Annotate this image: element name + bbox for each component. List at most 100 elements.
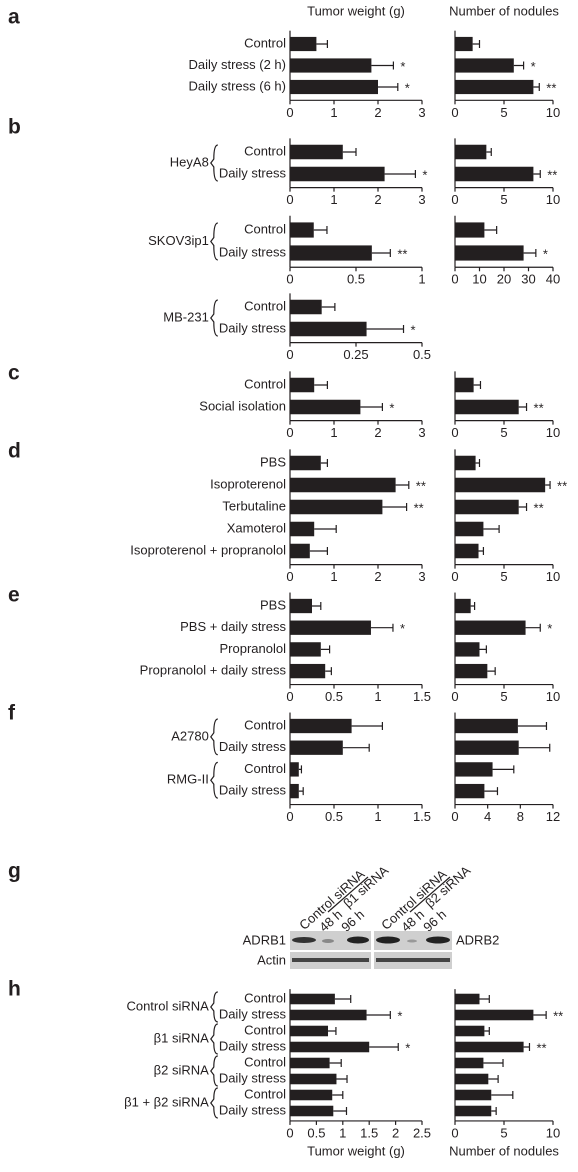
group-label: HeyA8 [170, 154, 209, 169]
bar [290, 37, 316, 51]
significance: ** [534, 500, 544, 515]
significance: ** [557, 478, 567, 493]
significance: * [547, 621, 552, 636]
category-label: Daily stress [219, 739, 287, 754]
bar [290, 762, 299, 776]
error-bar [314, 226, 327, 234]
error-bar [299, 765, 302, 773]
error-bar [325, 667, 331, 675]
error-bar [312, 602, 321, 610]
band [322, 939, 334, 943]
bar [290, 1074, 336, 1085]
group-label: Control siRNA [126, 998, 209, 1013]
x-tick-label: 1.5 [360, 1125, 378, 1140]
x-tick-label: 10 [546, 569, 560, 584]
x-tick-label: 10 [546, 192, 560, 207]
x-tick-label: 5 [500, 105, 507, 120]
bar [455, 784, 484, 798]
bar [455, 642, 480, 656]
error-bar [476, 459, 480, 467]
x-tick-label: 5 [500, 569, 507, 584]
error-bar [385, 170, 416, 178]
bar [455, 456, 476, 471]
significance: * [405, 1040, 410, 1055]
error-bar [533, 83, 539, 91]
bar [290, 544, 310, 559]
significance: ** [416, 478, 426, 493]
group-brace [211, 300, 218, 336]
bar [455, 1106, 491, 1117]
bar [290, 522, 314, 537]
error-bar [518, 722, 547, 730]
error-bar [367, 325, 404, 333]
bar [455, 1058, 483, 1069]
x-tick-label: 0 [286, 809, 293, 824]
row-label: Actin [257, 952, 286, 967]
bar [455, 994, 480, 1005]
x-tick-label: 0 [286, 569, 293, 584]
x-tick-label: 1.5 [413, 809, 431, 824]
x-tick-label: 3 [418, 192, 425, 207]
error-bar [369, 1043, 398, 1051]
bar [290, 994, 335, 1005]
significance: ** [534, 400, 544, 415]
significance: * [389, 400, 394, 415]
error-bar [372, 249, 390, 257]
error-bar [480, 995, 490, 1003]
bar [290, 1026, 328, 1037]
x-tick-label: 2.5 [413, 1125, 431, 1140]
x-tick-label: 2 [392, 1125, 399, 1140]
bar [290, 1042, 369, 1053]
band [376, 937, 400, 944]
group-brace [211, 762, 218, 798]
category-label: Control [244, 990, 286, 1005]
group-label: SKOV3ip1 [148, 233, 209, 248]
x-tick-label: 3 [418, 105, 425, 120]
axis-title: Number of nodules [449, 1143, 559, 1158]
category-label: Control [244, 1022, 286, 1037]
category-label: PBS [260, 454, 286, 469]
group-label: A2780 [171, 728, 209, 743]
x-tick-label: 0.5 [325, 809, 343, 824]
error-bar [480, 645, 487, 653]
bar [290, 478, 396, 493]
x-tick-label: 10 [546, 689, 560, 704]
x-tick-label: 0.5 [347, 272, 365, 287]
panel-letter: c [8, 362, 20, 385]
row-label: ADRB2 [456, 932, 499, 947]
bar [455, 222, 484, 237]
category-label: Social isolation [199, 398, 286, 413]
x-tick-label: 1 [330, 569, 337, 584]
group-brace [211, 223, 218, 260]
x-tick-label: 0 [451, 689, 458, 704]
error-bar [493, 765, 514, 773]
category-label: Daily stress [219, 1006, 287, 1021]
error-bar [330, 1059, 342, 1067]
x-tick-label: 1 [330, 425, 337, 440]
error-bar [378, 83, 398, 91]
significance: * [400, 621, 405, 636]
x-tick-label: 0.25 [343, 347, 368, 362]
bar [455, 621, 526, 635]
category-label: Daily stress [219, 165, 287, 180]
bar [290, 664, 325, 678]
bar [290, 400, 360, 415]
category-label: Isoproterenol [210, 476, 286, 491]
bar [290, 719, 352, 733]
x-tick-label: 0.5 [413, 347, 431, 362]
significance: * [397, 1008, 402, 1023]
bar [455, 245, 524, 260]
error-bar [321, 645, 330, 653]
band [376, 958, 450, 962]
category-label: Control [244, 717, 286, 732]
bar [290, 599, 312, 613]
category-label: Control [244, 376, 286, 391]
x-tick-label: 0 [451, 1125, 458, 1140]
group-brace [211, 1056, 218, 1086]
error-bar [322, 303, 335, 311]
x-tick-label: 10 [546, 105, 560, 120]
x-tick-label: 0 [451, 192, 458, 207]
bar [455, 80, 533, 94]
error-bar [491, 1107, 496, 1115]
group-label: β2 siRNA [154, 1062, 209, 1077]
